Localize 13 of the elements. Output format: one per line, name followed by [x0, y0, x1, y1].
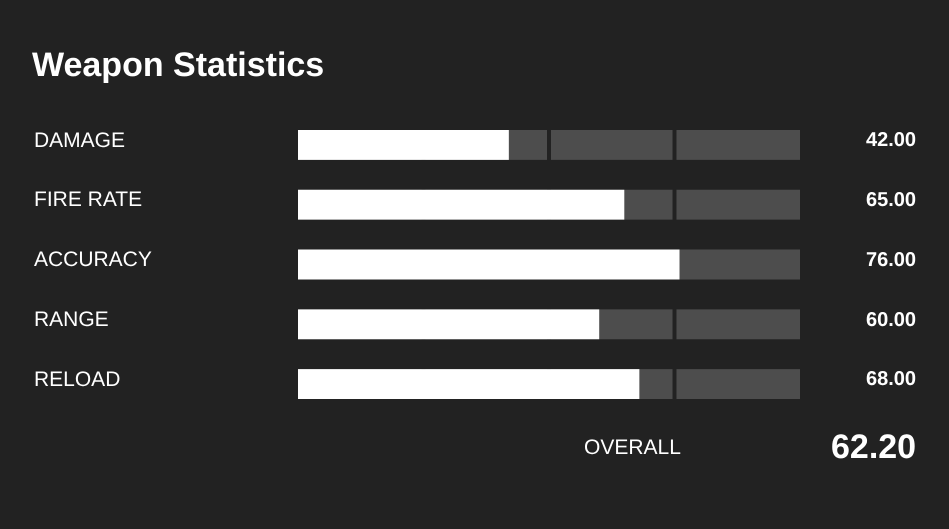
y-tick-label: RELOAD: [34, 368, 120, 391]
data-label: 42.00: [866, 129, 916, 151]
y-tick-label: DAMAGE: [34, 129, 126, 152]
text: OVERALL: [584, 436, 681, 459]
data-label: 65.00: [866, 189, 916, 211]
data-label: 60.00: [866, 309, 916, 331]
y-tick-label: RANGE: [34, 308, 109, 331]
data-label: 76.00: [866, 249, 916, 271]
data-label: 68.00: [866, 368, 916, 390]
text: 62.20: [831, 428, 916, 466]
y-tick-label: FIRE RATE: [34, 188, 142, 211]
y-tick-label: ACCURACY: [34, 248, 152, 271]
chart-title: Weapon Statistics: [32, 46, 324, 84]
